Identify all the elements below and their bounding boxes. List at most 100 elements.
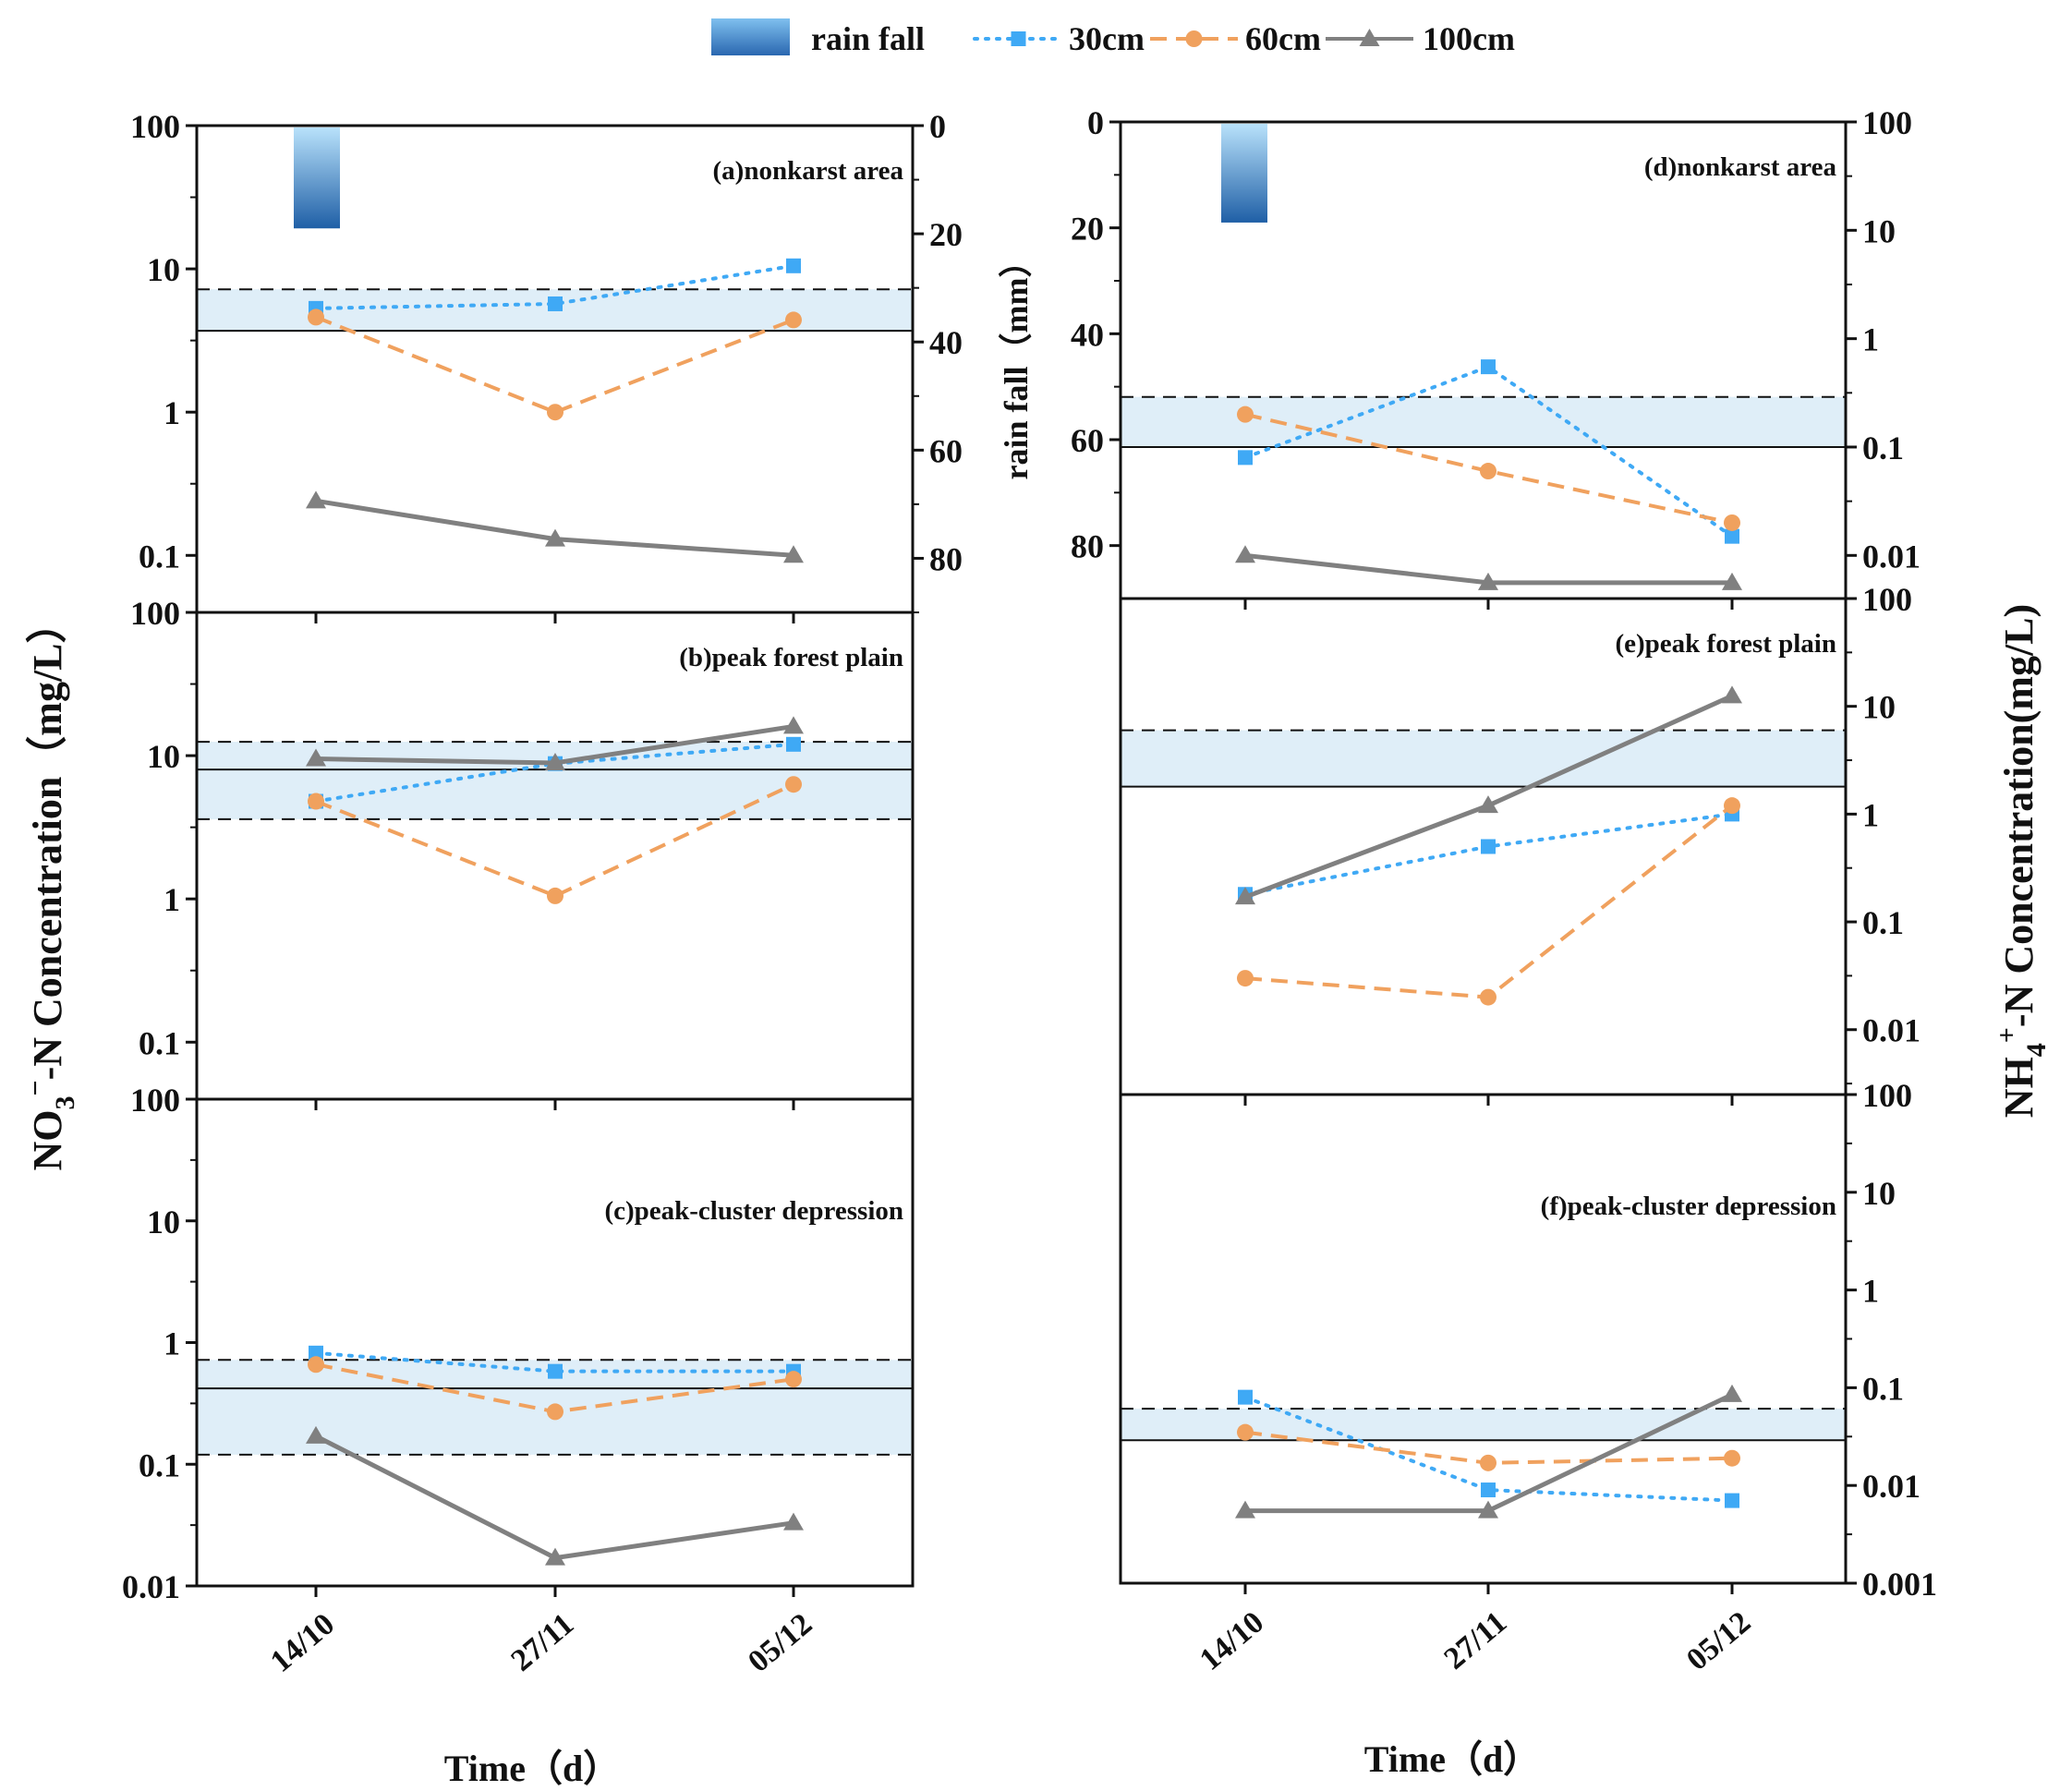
y-tick-label: 0.01 (1862, 1012, 1921, 1049)
point-60cm-27/11 (1480, 1454, 1496, 1471)
point-60cm-14/10 (308, 793, 324, 810)
point-30cm-05/12 (786, 736, 801, 752)
legend-label: 60cm (1245, 20, 1321, 57)
y-tick-label: 0.1 (139, 538, 180, 575)
y-tick-label: 0.01 (122, 1568, 180, 1605)
y-tick-label: 1 (1862, 796, 1879, 833)
point-100cm-05/12 (783, 716, 804, 734)
point-60cm-05/12 (1724, 1449, 1740, 1467)
legend-marker (1011, 31, 1026, 46)
rain-tick-label: 80 (1071, 528, 1104, 565)
y-tick-label: 1 (164, 881, 180, 918)
point-100cm-27/11 (1478, 572, 1498, 590)
point-60cm-27/11 (1480, 463, 1496, 480)
point-100cm-05/12 (1722, 685, 1742, 704)
point-60cm-14/10 (308, 309, 324, 326)
point-30cm-05/12 (786, 258, 801, 273)
rain-tick-label: 20 (929, 216, 963, 253)
label-rest: -N Concentration(mg/L) (1996, 604, 2042, 1027)
point-60cm-14/10 (1237, 1423, 1254, 1441)
y-tick-label: 100 (130, 1082, 180, 1119)
label-subscript: 3 (50, 1096, 80, 1110)
legend: rain fall 30cm 60cm 100cm (711, 18, 1515, 57)
reference-band (1121, 1409, 1846, 1441)
point-100cm-05/12 (1722, 1384, 1742, 1402)
point-100cm-27/11 (545, 1547, 565, 1566)
series-line-60cm (1244, 412, 1733, 525)
legend-item-rain-fall: rain fall (711, 18, 925, 57)
right-y-axis-title: NH4+-N Concentration(mg/L) (1992, 604, 2052, 1118)
y-tick-label: 0.1 (139, 1446, 180, 1483)
label-base: NO (25, 1110, 70, 1171)
rain-tick-label: 80 (929, 540, 963, 577)
point-60cm-27/11 (547, 1403, 563, 1421)
panel-title: (a)nonkarst area (713, 156, 904, 186)
label-subscript: 4 (2021, 1043, 2052, 1057)
y-tick-label: 10 (147, 1204, 180, 1240)
series-line-30cm (1243, 364, 1734, 539)
point-60cm-05/12 (785, 311, 802, 329)
point-60cm-14/10 (1237, 970, 1254, 987)
point-100cm-27/11 (545, 528, 565, 547)
point-100cm-05/12 (783, 545, 804, 563)
point-100cm-27/11 (1478, 795, 1498, 814)
point-100cm-27/11 (1478, 1500, 1498, 1519)
rain-tick-label: 40 (1071, 316, 1104, 353)
point-30cm-05/12 (1725, 528, 1739, 544)
x-tick-label: 05/12 (742, 1607, 818, 1679)
series-line-60cm (315, 782, 794, 899)
point-100cm-14/10 (306, 1425, 326, 1444)
y-tick-label: 1 (164, 1325, 180, 1362)
panel--c-peak-cluster-depression: (c)peak-cluster depression 100 10 1 0.1 0.01 (122, 1082, 915, 1605)
point-30cm-14/10 (1238, 450, 1253, 466)
point-30cm-27/11 (548, 296, 563, 311)
y-tick-label: 1 (1862, 1273, 1879, 1310)
legend-swatch-rain (711, 18, 790, 55)
legend-marker (1185, 30, 1203, 47)
reference-band (1121, 730, 1846, 787)
x-tick-label: 14/10 (1194, 1605, 1270, 1677)
point-30cm-27/11 (548, 1363, 563, 1379)
point-30cm-27/11 (1481, 1482, 1496, 1498)
point-30cm-05/12 (1725, 1493, 1739, 1508)
panel-title: (b)peak forest plain (679, 643, 903, 672)
y-tick-label: 1 (164, 394, 180, 431)
axis-labels: 14/10 27/11 05/12 14/10 27/11 05/12 Time（d） Tim… (20, 245, 2052, 1789)
series-line-100cm (315, 498, 794, 558)
reference-band (1121, 396, 1846, 447)
point-60cm-27/11 (1480, 988, 1496, 1006)
point-100cm-05/12 (783, 1512, 804, 1531)
series-line-30cm (314, 1350, 795, 1374)
y-tick-label: 0.01 (1862, 538, 1921, 575)
point-60cm-05/12 (785, 1371, 802, 1388)
point-30cm-27/11 (1481, 359, 1496, 375)
point-30cm-14/10 (309, 1345, 323, 1361)
point-100cm-14/10 (306, 748, 326, 767)
panel--b-peak-forest-plain: (b)peak forest plain 100 10 1 0.1 (130, 595, 915, 1110)
point-60cm-05/12 (785, 776, 802, 793)
rain-tick-label: 0 (1087, 104, 1104, 141)
legend-label: 30cm (1069, 20, 1145, 57)
label-superscript: + (1992, 1027, 2022, 1043)
point-100cm-14/10 (306, 490, 326, 509)
left-y-axis-title: NO3−-N Concentration（mg/L） (20, 602, 80, 1170)
point-60cm-14/10 (1237, 405, 1254, 423)
y-tick-label: 10 (1862, 212, 1896, 249)
y-tick-label: 1 (1862, 321, 1879, 358)
y-tick-label: 100 (1862, 1077, 1912, 1114)
panel-title: (c)peak-cluster depression (604, 1196, 903, 1226)
point-100cm-14/10 (1235, 887, 1255, 905)
y-tick-label: 0.1 (139, 1024, 180, 1061)
panels: (a)nonkarst area 100 10 1 0.1 0 20 40 60 80 (b)pea… (122, 104, 1937, 1605)
rain-tick-label: 60 (929, 432, 963, 469)
series-line-30cm (314, 263, 795, 310)
y-tick-label: 10 (1862, 689, 1896, 726)
panel-frame (195, 611, 915, 1101)
legend-item-60cm: 60cm (1150, 20, 1321, 57)
rain-axis-title: rain fall（mm） (998, 245, 1035, 480)
point-100cm-05/12 (1722, 572, 1742, 590)
reference-band (197, 742, 913, 819)
legend-label: rain fall (811, 20, 925, 57)
y-tick-label: 10 (147, 738, 180, 775)
